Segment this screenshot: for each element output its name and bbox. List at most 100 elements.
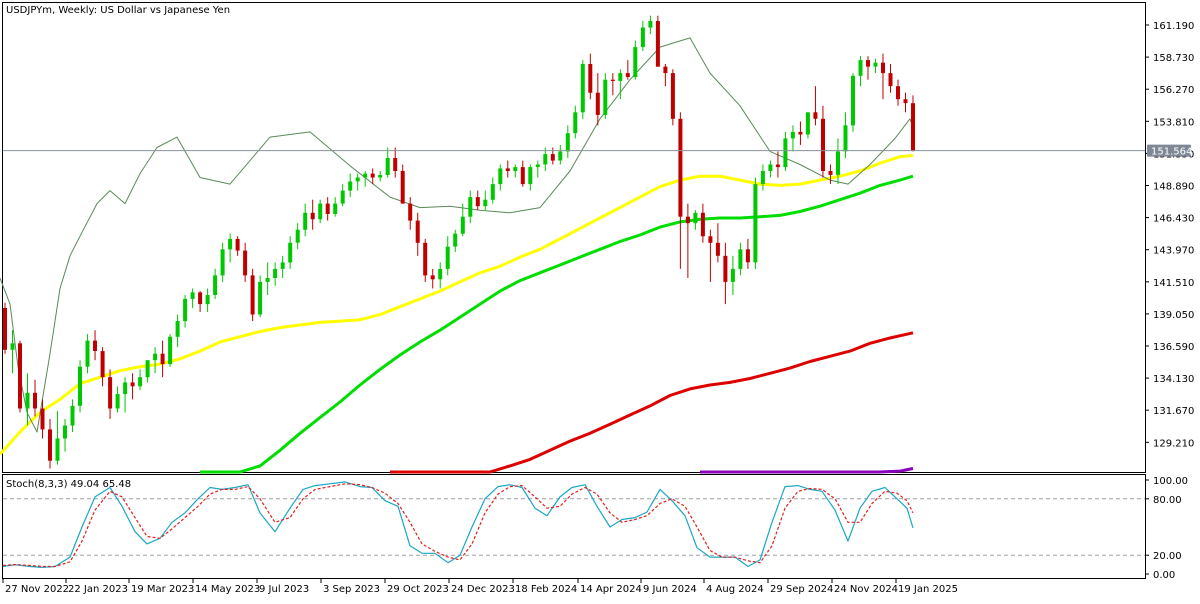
candle xyxy=(25,373,30,426)
y-tick-label: 131.670 xyxy=(1153,406,1194,417)
candle-body xyxy=(205,295,210,305)
candle-body xyxy=(430,275,435,280)
candle xyxy=(438,262,443,289)
candle-body xyxy=(40,408,45,430)
candle-body xyxy=(655,21,660,67)
candle-body xyxy=(408,203,413,221)
y-tick-label: 156.270 xyxy=(1153,85,1194,96)
candle-body xyxy=(220,249,225,276)
candle xyxy=(715,223,720,263)
candle xyxy=(145,360,150,383)
candle-body xyxy=(730,268,735,282)
candle-body xyxy=(828,171,833,175)
candle-body xyxy=(78,366,82,406)
candle xyxy=(881,53,885,100)
candle xyxy=(198,291,203,312)
candle-body xyxy=(415,220,420,243)
candle xyxy=(250,268,255,322)
candle xyxy=(280,255,285,279)
candle-body xyxy=(355,177,360,182)
x-tick-label: 14 May 2023 xyxy=(195,584,260,595)
candle-body xyxy=(813,112,818,119)
candle-body xyxy=(790,131,795,139)
current-price-value: 151.564 xyxy=(1151,147,1192,158)
candle xyxy=(468,190,473,224)
candle-body xyxy=(805,112,810,135)
x-tick-label: 29 Sep 2024 xyxy=(770,584,833,595)
candle xyxy=(633,40,638,80)
candle xyxy=(385,147,390,178)
candle xyxy=(363,171,368,187)
candle xyxy=(318,199,323,224)
candle-body xyxy=(625,73,630,77)
candle-body xyxy=(385,158,390,175)
candle-body xyxy=(648,21,653,28)
candle-body xyxy=(633,47,638,78)
candle-body xyxy=(911,103,915,151)
candle xyxy=(821,105,825,178)
ma-purple-line xyxy=(700,467,914,474)
candle xyxy=(168,334,173,367)
candle xyxy=(18,340,22,413)
y-tick-label: 136.590 xyxy=(1153,342,1194,353)
candle-body xyxy=(663,66,668,74)
candle-body xyxy=(873,62,878,67)
candle xyxy=(693,210,698,230)
candle xyxy=(760,164,765,191)
candle xyxy=(558,144,563,165)
candle-body xyxy=(108,377,113,409)
candle xyxy=(805,112,810,139)
candles[interactable] xyxy=(3,15,915,469)
candle xyxy=(430,268,435,289)
candle-body xyxy=(723,255,728,282)
candle-body xyxy=(280,262,285,269)
stoch-tick-label: 80.00 xyxy=(1153,495,1182,506)
candle xyxy=(505,160,510,178)
stoch-tick-label: 100.00 xyxy=(1153,476,1188,487)
candle xyxy=(783,131,788,172)
candle xyxy=(370,168,375,185)
candle xyxy=(175,314,180,348)
stoch-signal-line xyxy=(2,483,914,568)
candle xyxy=(528,164,533,191)
candle-body xyxy=(100,351,105,378)
candle xyxy=(40,399,45,439)
candle xyxy=(93,330,97,361)
candle-body xyxy=(700,212,705,237)
candle-body xyxy=(745,249,750,263)
candle-body xyxy=(558,151,563,161)
candle-body xyxy=(768,164,773,171)
x-tick-label: 27 Nov 2022 xyxy=(5,584,69,595)
candle-body xyxy=(888,73,893,87)
candle xyxy=(108,369,113,419)
candle-body xyxy=(378,174,383,178)
candle xyxy=(273,262,278,286)
candle-body xyxy=(130,382,135,387)
candle-body xyxy=(858,60,863,76)
candle-body xyxy=(325,203,330,214)
candle-body xyxy=(866,60,870,67)
candle xyxy=(640,20,645,51)
candle xyxy=(723,242,728,305)
candle-body xyxy=(265,278,270,282)
candle-body xyxy=(175,321,180,337)
candle-body xyxy=(580,64,585,113)
candle-body xyxy=(348,181,353,191)
candle xyxy=(138,369,143,391)
candle xyxy=(858,56,863,87)
x-tick-label: 22 Jan 2023 xyxy=(68,584,128,595)
chart-title: USDJPYm, Weekly: US Dollar vs Japanese Y… xyxy=(6,5,230,16)
candle-body xyxy=(63,425,67,439)
candle-body xyxy=(468,197,473,217)
candle xyxy=(243,242,248,282)
candle xyxy=(535,160,540,178)
candle xyxy=(580,60,585,119)
candle xyxy=(775,151,780,178)
candle-body xyxy=(258,281,263,315)
candle xyxy=(483,190,488,211)
candle xyxy=(490,177,495,204)
stoch-panel-frame xyxy=(2,474,1146,579)
candle xyxy=(873,58,878,74)
